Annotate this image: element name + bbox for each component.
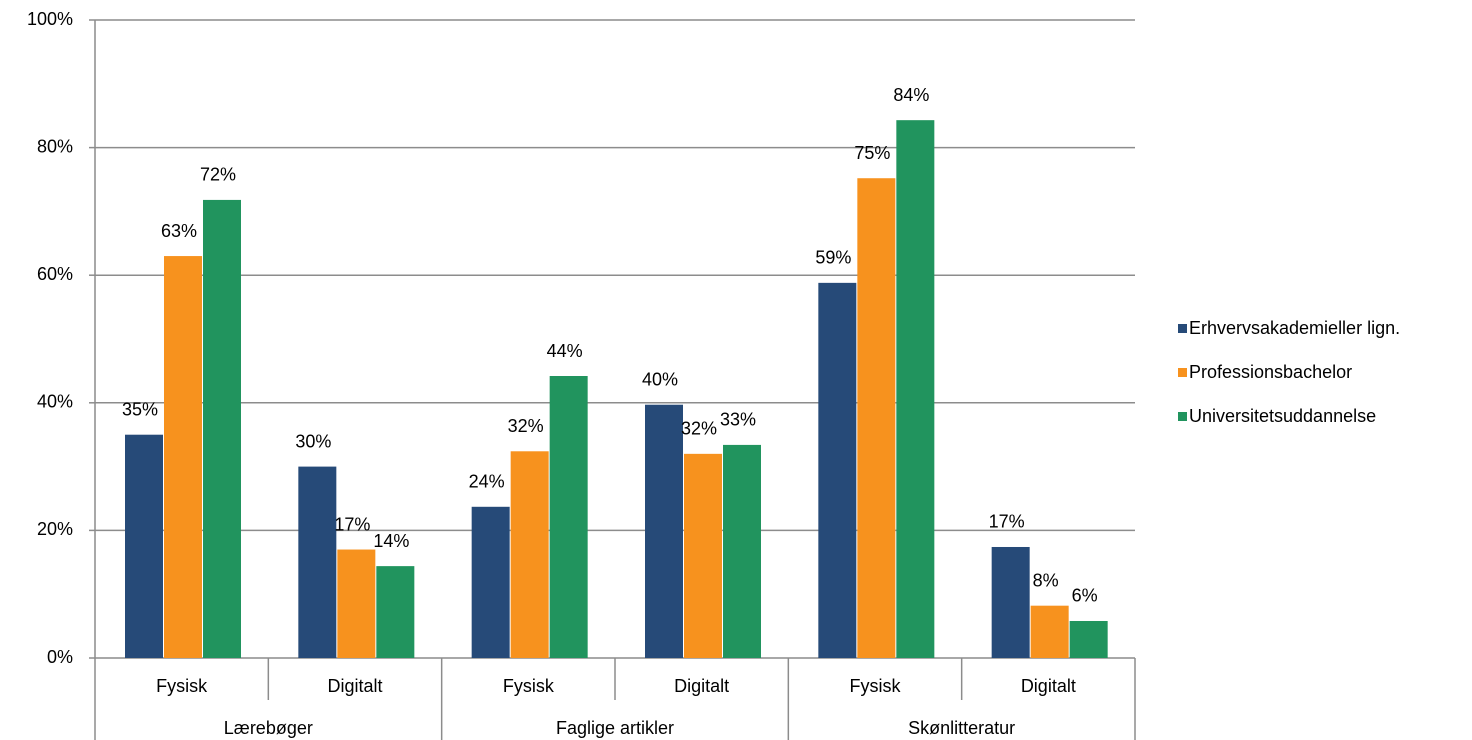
y-tick-label: 100% — [27, 9, 73, 29]
bar — [203, 199, 241, 658]
y-tick-label: 0% — [47, 647, 73, 667]
data-label: 32% — [681, 419, 717, 439]
x-tick-label: Fysisk — [850, 676, 902, 696]
y-tick-label: 40% — [37, 392, 73, 412]
data-label: 6% — [1072, 586, 1098, 606]
data-label: 33% — [720, 410, 756, 430]
data-label: 8% — [1033, 570, 1059, 590]
bar — [723, 444, 761, 658]
bar — [125, 434, 163, 658]
data-label: 30% — [295, 431, 331, 451]
bar — [991, 546, 1030, 658]
bar — [857, 178, 896, 658]
data-label: 40% — [642, 369, 678, 389]
legend-swatch — [1178, 412, 1187, 421]
bar — [645, 404, 683, 658]
bar — [896, 120, 935, 658]
data-label: 24% — [469, 472, 505, 492]
data-label: 14% — [373, 531, 409, 551]
y-tick-label: 60% — [37, 264, 73, 284]
x-tick-label: Fysisk — [156, 676, 208, 696]
data-label: 35% — [122, 399, 158, 419]
legend-label: Universitetsuddannelse — [1189, 406, 1376, 426]
data-label: 59% — [815, 248, 851, 268]
data-label: 72% — [200, 165, 236, 185]
bar — [376, 566, 415, 658]
legend-swatch — [1178, 324, 1187, 333]
data-label: 84% — [893, 85, 929, 105]
data-label: 63% — [161, 221, 197, 241]
legend-swatch — [1178, 368, 1187, 377]
bar — [549, 376, 588, 658]
bar — [298, 466, 337, 658]
data-label: 17% — [334, 514, 370, 534]
bar — [510, 451, 549, 658]
x-tick-label: Digitalt — [674, 676, 729, 696]
x-group-label: Lærebøger — [224, 718, 313, 738]
data-label: 44% — [547, 341, 583, 361]
bar — [164, 256, 202, 658]
y-tick-label: 80% — [37, 136, 73, 156]
data-label: 32% — [508, 416, 544, 436]
x-tick-label: Digitalt — [1021, 676, 1076, 696]
bar — [337, 549, 376, 658]
x-group-label: Skønlitteratur — [908, 718, 1015, 738]
x-tick-label: Digitalt — [327, 676, 382, 696]
legend-label: Erhvervsakademieller lign. — [1189, 318, 1400, 338]
bar — [1069, 620, 1108, 658]
data-label: 75% — [854, 143, 890, 163]
bar — [1030, 605, 1069, 658]
x-group-label: Faglige artikler — [556, 718, 674, 738]
legend-label: Professionsbachelor — [1189, 362, 1352, 382]
bar — [818, 282, 857, 658]
bar — [471, 506, 510, 658]
x-tick-label: Fysisk — [503, 676, 555, 696]
bar — [684, 453, 722, 658]
y-tick-label: 20% — [37, 519, 73, 539]
data-label: 17% — [989, 512, 1025, 532]
